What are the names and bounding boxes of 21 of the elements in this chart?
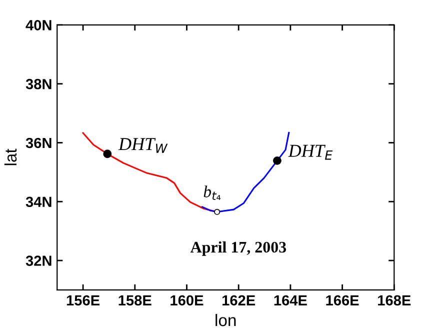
point	[272, 156, 282, 165]
series-label: DHT$_{E}$	[288, 144, 333, 160]
x-tick-label: 158E	[118, 295, 152, 306]
point	[214, 208, 220, 215]
x-tick-label: 156E	[66, 295, 100, 306]
y-tick-label: 32N	[26, 256, 52, 266]
y-axis-title: lat	[4, 148, 17, 166]
x-tick-label: 164E	[274, 295, 307, 306]
series-label: b$_{t₄}$	[204, 186, 221, 200]
x-tick-label: 162E	[222, 295, 256, 306]
y-tick-label: 36N	[26, 138, 52, 148]
x-tick-label: 168E	[378, 295, 411, 306]
annotation: April 17, 2003	[190, 241, 286, 256]
point	[103, 150, 112, 158]
x-tick-label: 160E	[170, 295, 204, 306]
series-label: DHT$_{W}$	[118, 138, 168, 153]
y-tick-label: 40N	[26, 20, 52, 30]
y-tick-label: 38N	[26, 78, 52, 90]
x-axis-title: lon	[216, 314, 236, 326]
x-tick-label: 166E	[326, 295, 359, 306]
y-tick-label: 34N	[26, 196, 52, 208]
